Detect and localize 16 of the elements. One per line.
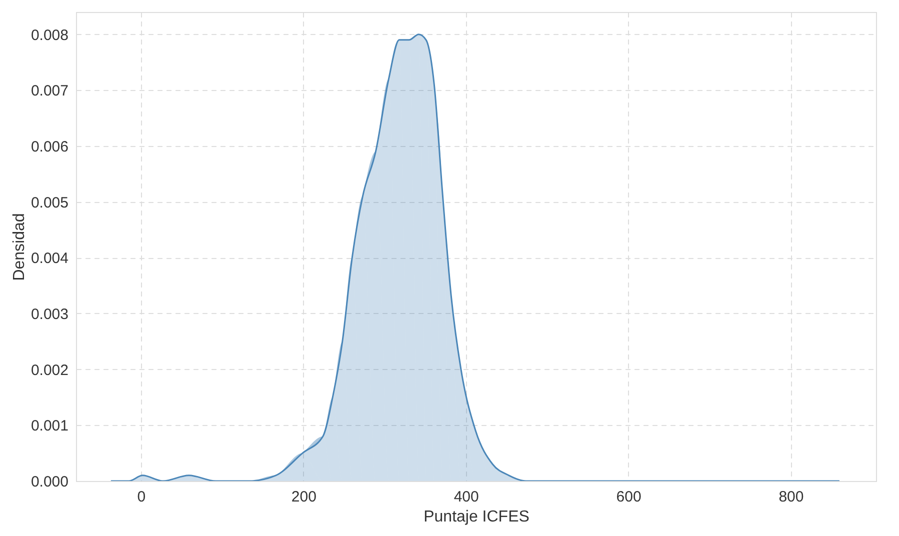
x-tick-label: 600 [616, 488, 642, 506]
y-tick-label: 0.004 [30, 250, 68, 268]
y-tick-label: 0.003 [30, 306, 68, 323]
y-tick-label: 0.006 [30, 138, 68, 156]
y-tick-label: 0.007 [30, 82, 68, 100]
x-tick-label: 800 [778, 488, 804, 506]
y-tick-label: 0.005 [30, 194, 68, 212]
y-tick-label: 0.000 [30, 474, 68, 490]
x-tick-label: 0 [137, 488, 146, 506]
y-tick-label: 0.008 [30, 26, 68, 44]
x-axis-title: Puntaje ICFES [424, 508, 530, 526]
y-tick-label: 0.002 [30, 362, 68, 379]
y-tick-label: 0.001 [30, 418, 68, 435]
x-tick-label: 200 [291, 488, 316, 506]
y-axis-title: Densidad [10, 213, 28, 281]
x-tick-label: 400 [454, 488, 479, 506]
